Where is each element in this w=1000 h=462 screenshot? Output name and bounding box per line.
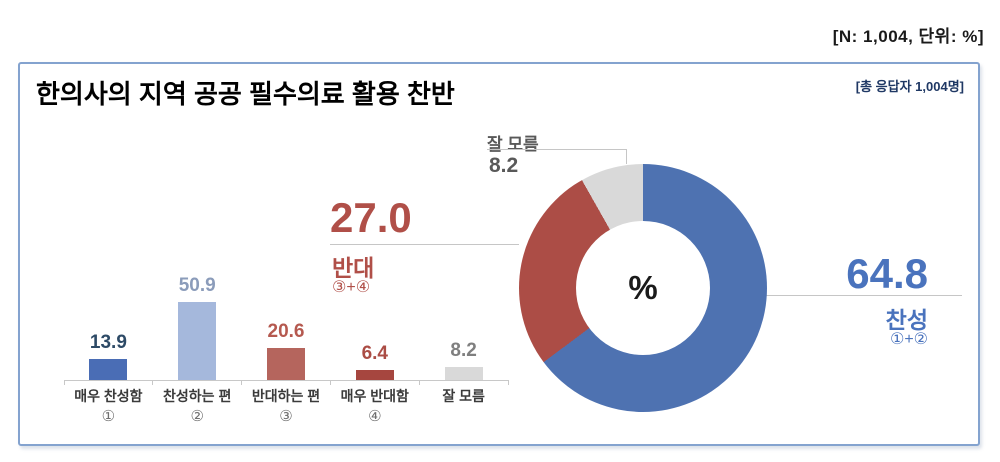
bar-category: 매우 찬성함 ①: [64, 386, 153, 425]
donut-annotation-favor-formula: ①+②: [889, 331, 928, 348]
donut-annotation-dontknow-value: 8.2: [489, 154, 519, 177]
axis-tick: [418, 380, 420, 385]
bar-chart-bars: 13.9 50.9 20.6 6.4 8.2: [64, 270, 508, 380]
donut-chart: %: [519, 164, 767, 412]
bar-category-label: 반대하는 편: [251, 388, 321, 404]
bar-value-label: 13.9: [89, 331, 127, 353]
x-axis: [63, 380, 509, 385]
bar-category: 매우 반대함 ④: [330, 386, 419, 425]
axis-tick: [507, 380, 509, 385]
bar-cell: 8.2: [419, 270, 508, 380]
donut-annotation-oppose-label: 반대: [332, 255, 375, 281]
axis-tick: [241, 380, 243, 385]
bar: [89, 358, 128, 380]
axis-tick: [152, 380, 154, 385]
donut-center-label: %: [628, 269, 658, 306]
bar-value-label: 8.2: [450, 340, 477, 362]
chart-panel: 한의사의 지역 공공 필수의료 활용 찬반 [총 응답자 1,004명] 13.…: [18, 62, 980, 446]
favor-leader-line: [758, 295, 962, 296]
bar-category: 잘 모름: [419, 386, 508, 425]
donut-annotation-oppose-formula: ③+④: [332, 279, 371, 296]
bar-chart-labels: 매우 찬성함 ① 찬성하는 편 ② 반대하는 편 ③ 매우 반대함 ④ 잘 모름: [64, 386, 508, 425]
chart-title: 한의사의 지역 공공 필수의료 활용 찬반: [36, 79, 455, 109]
bar-category-label: 매우 찬성함: [74, 388, 143, 404]
donut-annotation-favor-label: 찬성: [885, 307, 928, 333]
bar-category-mark: ②: [190, 408, 204, 425]
donut-annotation-favor-value: 64.8: [846, 250, 928, 297]
bar-value-label: 50.9: [178, 275, 216, 297]
bar-category-label: 잘 모름: [442, 388, 485, 404]
bar-category-mark: ③: [279, 408, 293, 425]
bar-cell: 20.6: [242, 270, 331, 380]
bar: [266, 348, 305, 380]
bar-cell: 13.9: [64, 270, 153, 380]
axis-tick: [329, 380, 331, 385]
axis-tick: [63, 380, 65, 385]
bar: [355, 370, 394, 380]
bar-category: 반대하는 편 ③: [242, 386, 331, 425]
bar-category: 찬성하는 편 ②: [153, 386, 242, 425]
respondents-note: [총 응답자 1,004명]: [855, 79, 964, 94]
survey-note: [N: 1,004, 단위: %]: [832, 27, 984, 46]
bar-value-label: 6.4: [361, 343, 388, 365]
oppose-leader-line: [330, 244, 519, 245]
bar-category-mark: ④: [368, 408, 382, 425]
bar: [444, 367, 483, 380]
bar-category-mark: ①: [101, 408, 116, 425]
donut-annotation-oppose-value: 27.0: [330, 194, 412, 241]
donut-hole: %: [576, 221, 710, 355]
bar-cell: 50.9: [153, 270, 242, 380]
bar-category-label: 매우 반대함: [340, 388, 409, 404]
bar-value-label: 20.6: [267, 321, 305, 343]
bar: [178, 302, 217, 380]
bar-category-label: 찬성하는 편: [163, 388, 232, 404]
dontknow-leader-line: [487, 149, 627, 164]
bar-cell: 6.4: [330, 270, 419, 380]
